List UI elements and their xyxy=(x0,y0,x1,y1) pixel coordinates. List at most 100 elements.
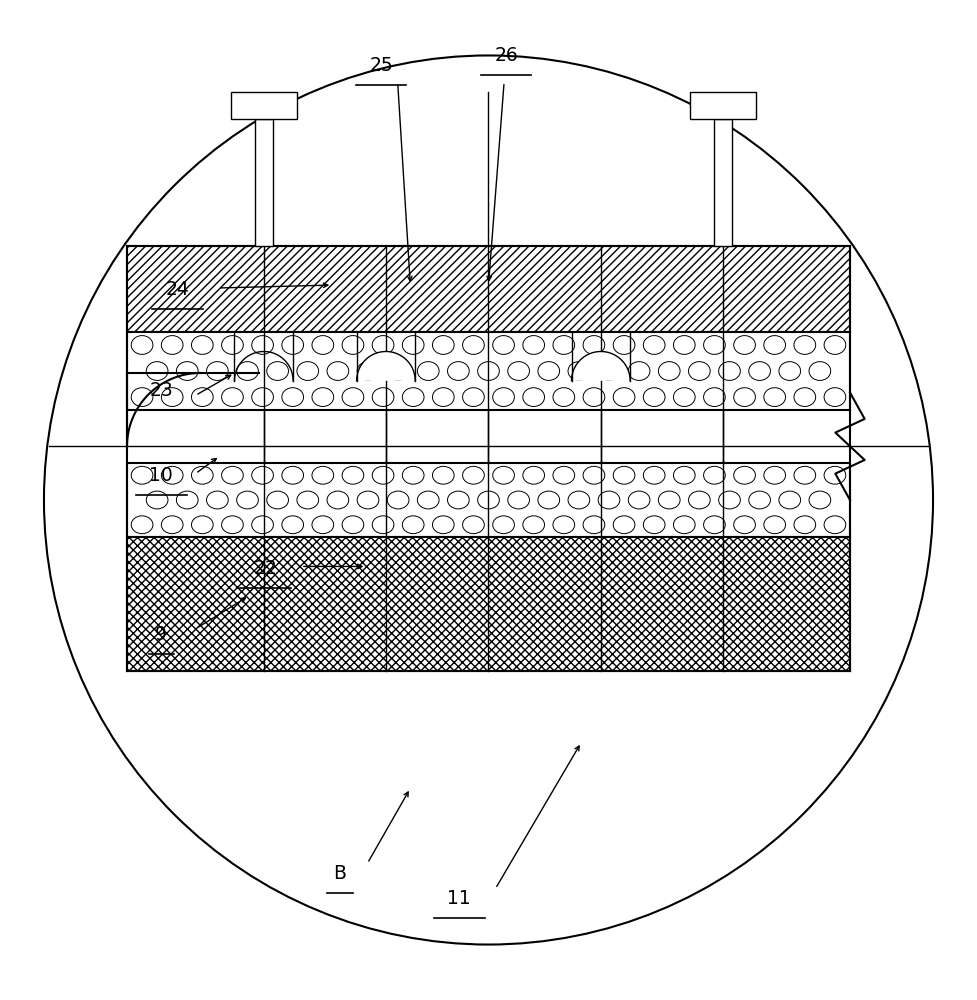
Bar xyxy=(127,246,850,332)
Ellipse shape xyxy=(462,466,485,484)
Ellipse shape xyxy=(131,336,153,354)
Ellipse shape xyxy=(673,516,696,534)
Ellipse shape xyxy=(342,336,363,354)
Ellipse shape xyxy=(252,336,274,354)
Ellipse shape xyxy=(252,516,274,534)
Ellipse shape xyxy=(553,388,574,406)
Ellipse shape xyxy=(281,516,304,534)
Ellipse shape xyxy=(281,388,304,406)
Ellipse shape xyxy=(462,516,485,534)
Ellipse shape xyxy=(297,491,319,509)
Ellipse shape xyxy=(267,362,288,380)
Ellipse shape xyxy=(568,491,590,509)
Ellipse shape xyxy=(147,491,168,509)
Ellipse shape xyxy=(553,516,574,534)
Ellipse shape xyxy=(824,336,846,354)
Ellipse shape xyxy=(492,388,515,406)
Ellipse shape xyxy=(538,491,560,509)
Ellipse shape xyxy=(538,362,560,380)
Ellipse shape xyxy=(327,491,349,509)
Ellipse shape xyxy=(643,388,665,406)
Ellipse shape xyxy=(433,388,454,406)
Ellipse shape xyxy=(673,466,696,484)
Ellipse shape xyxy=(312,466,334,484)
Ellipse shape xyxy=(147,362,168,380)
Ellipse shape xyxy=(523,516,544,534)
Ellipse shape xyxy=(372,516,394,534)
Ellipse shape xyxy=(643,466,665,484)
Ellipse shape xyxy=(794,336,816,354)
Text: 22: 22 xyxy=(254,559,277,578)
Ellipse shape xyxy=(222,336,243,354)
Ellipse shape xyxy=(673,388,696,406)
Ellipse shape xyxy=(764,388,786,406)
Ellipse shape xyxy=(598,491,619,509)
Ellipse shape xyxy=(403,466,424,484)
Ellipse shape xyxy=(387,362,409,380)
Ellipse shape xyxy=(764,336,786,354)
Text: 26: 26 xyxy=(494,46,518,65)
Ellipse shape xyxy=(161,388,183,406)
Ellipse shape xyxy=(734,336,755,354)
Ellipse shape xyxy=(312,388,334,406)
Bar xyxy=(127,246,850,332)
Ellipse shape xyxy=(161,466,183,484)
Ellipse shape xyxy=(222,466,243,484)
Ellipse shape xyxy=(403,336,424,354)
Ellipse shape xyxy=(252,388,274,406)
Ellipse shape xyxy=(433,516,454,534)
Text: 9: 9 xyxy=(155,625,167,644)
Ellipse shape xyxy=(734,516,755,534)
Ellipse shape xyxy=(794,388,816,406)
Ellipse shape xyxy=(673,336,696,354)
Ellipse shape xyxy=(387,491,409,509)
Ellipse shape xyxy=(658,362,680,380)
Bar xyxy=(714,119,732,246)
Bar xyxy=(127,537,850,671)
Ellipse shape xyxy=(824,466,846,484)
Ellipse shape xyxy=(523,388,544,406)
Ellipse shape xyxy=(614,336,635,354)
Ellipse shape xyxy=(703,466,725,484)
Ellipse shape xyxy=(222,516,243,534)
Ellipse shape xyxy=(734,466,755,484)
Ellipse shape xyxy=(236,491,258,509)
Ellipse shape xyxy=(583,336,605,354)
Ellipse shape xyxy=(327,362,349,380)
Ellipse shape xyxy=(689,362,710,380)
Ellipse shape xyxy=(297,362,319,380)
Ellipse shape xyxy=(748,491,771,509)
Ellipse shape xyxy=(131,388,153,406)
Text: 25: 25 xyxy=(369,56,393,75)
Ellipse shape xyxy=(628,362,650,380)
Ellipse shape xyxy=(492,516,515,534)
Ellipse shape xyxy=(191,336,213,354)
Ellipse shape xyxy=(824,516,846,534)
Text: 24: 24 xyxy=(166,280,190,299)
Ellipse shape xyxy=(689,491,710,509)
Ellipse shape xyxy=(433,466,454,484)
Text: 23: 23 xyxy=(149,381,173,400)
Ellipse shape xyxy=(703,388,725,406)
Ellipse shape xyxy=(236,362,258,380)
Text: 11: 11 xyxy=(447,889,471,908)
Ellipse shape xyxy=(267,491,288,509)
Ellipse shape xyxy=(252,466,274,484)
Ellipse shape xyxy=(809,362,830,380)
Ellipse shape xyxy=(358,362,379,380)
Wedge shape xyxy=(572,351,630,381)
Bar xyxy=(231,92,297,119)
Ellipse shape xyxy=(614,388,635,406)
Ellipse shape xyxy=(177,362,198,380)
Ellipse shape xyxy=(734,388,755,406)
Ellipse shape xyxy=(614,466,635,484)
Ellipse shape xyxy=(131,516,153,534)
Ellipse shape xyxy=(433,336,454,354)
Ellipse shape xyxy=(492,466,515,484)
Ellipse shape xyxy=(403,388,424,406)
Ellipse shape xyxy=(206,362,229,380)
Ellipse shape xyxy=(372,388,394,406)
Ellipse shape xyxy=(206,491,229,509)
Ellipse shape xyxy=(281,466,304,484)
Ellipse shape xyxy=(643,336,665,354)
